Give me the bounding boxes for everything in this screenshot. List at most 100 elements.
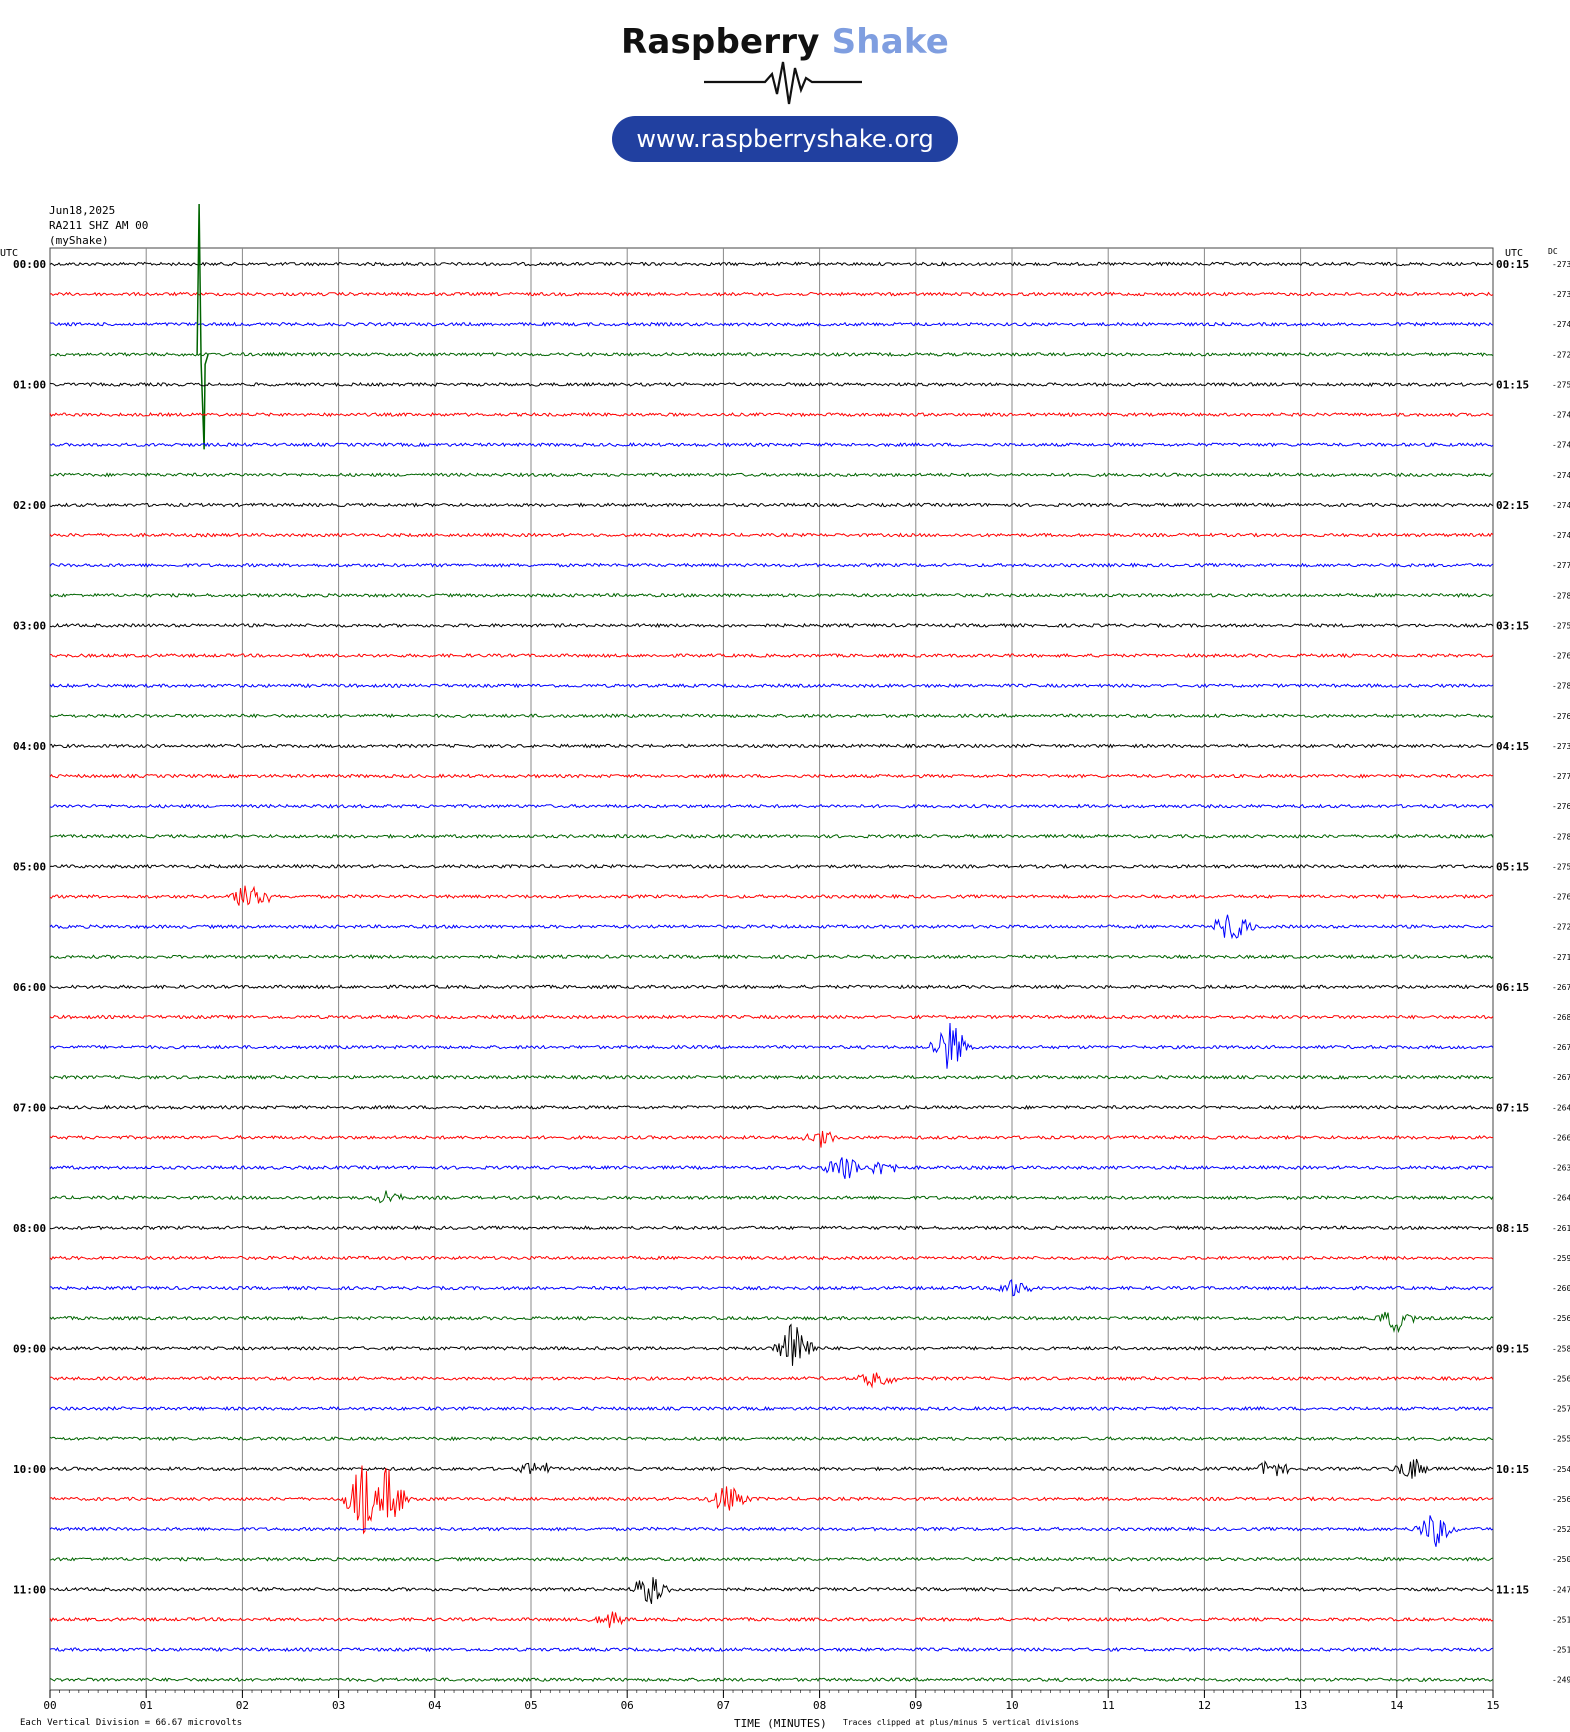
x-tick-label: 04 — [428, 1699, 442, 1712]
trace-line — [49, 1255, 1494, 1261]
trace-line — [49, 652, 1494, 659]
dc-offset-label: -274 — [1552, 441, 1570, 450]
dc-offset-label: -278 — [1552, 682, 1570, 691]
hour-label-right: 11:15 — [1496, 1583, 1529, 1596]
dc-offset-label: -247 — [1552, 1585, 1570, 1594]
trace-line — [49, 442, 1494, 448]
dc-offset-label: -267 — [1552, 1073, 1570, 1082]
x-tick-label: 11 — [1102, 1699, 1115, 1712]
trace-line — [49, 532, 1494, 538]
dc-offset-label: -254 — [1552, 1465, 1570, 1474]
dc-offset-label: -275 — [1552, 862, 1570, 871]
x-tick-label: 06 — [621, 1699, 634, 1712]
brand-title: Raspberry Shake — [0, 22, 1570, 62]
seismograph-icon — [704, 61, 862, 105]
website-link[interactable]: www.raspberryshake.org — [612, 116, 958, 162]
trace-line — [49, 743, 1494, 749]
trace-line — [49, 1190, 1494, 1204]
trace-line — [49, 1646, 1494, 1653]
trace-line — [49, 885, 1494, 906]
dc-offset-label: -274 — [1552, 320, 1570, 329]
dc-offset-label: -250 — [1552, 1555, 1570, 1564]
scale-note: Each Vertical Division = 66.67 microvolt… — [20, 1718, 243, 1728]
trace-line — [49, 562, 1494, 568]
hour-label-right: 03:15 — [1496, 619, 1529, 632]
hour-label-left: 06:00 — [13, 981, 46, 994]
trace-line — [49, 914, 1494, 940]
trace-line — [49, 1611, 1494, 1628]
trace-line — [49, 1677, 1494, 1683]
hour-label-right: 05:15 — [1496, 860, 1529, 873]
trace-line — [49, 1465, 1494, 1535]
dc-offset-label: -276 — [1552, 712, 1570, 721]
dc-offset-label: -274 — [1552, 501, 1570, 510]
trace-line — [49, 622, 1494, 629]
x-axis-label: TIME (MINUTES) — [734, 1717, 827, 1730]
hour-label-left: 02:00 — [13, 499, 46, 512]
x-tick-label: 03 — [332, 1699, 345, 1712]
trace-line — [49, 1225, 1494, 1231]
dc-offset-label: -276 — [1552, 652, 1570, 661]
trace-line — [49, 713, 1494, 719]
dc-offset-label: -272 — [1552, 923, 1570, 932]
dc-offset-label: -260 — [1552, 1284, 1570, 1293]
left-utc-label: UTC — [0, 248, 19, 259]
hour-label-right: 09:15 — [1496, 1342, 1529, 1355]
x-tick-label: 05 — [524, 1699, 537, 1712]
hour-label-right: 06:15 — [1496, 981, 1529, 994]
brand-name-2: Shake — [831, 22, 950, 62]
dc-offset-label: -258 — [1552, 1344, 1570, 1353]
hour-label-left: 05:00 — [13, 860, 46, 873]
dc-offset-label: -278 — [1552, 832, 1570, 841]
network-label: (myShake) — [49, 234, 109, 247]
x-tick-label: 07 — [717, 1699, 730, 1712]
trace-line — [49, 411, 1494, 418]
hour-label-left: 04:00 — [13, 740, 46, 753]
trace-line — [49, 1577, 1494, 1605]
trace-line — [49, 351, 1494, 357]
dc-offset-label: -256 — [1552, 1495, 1570, 1504]
trace-line — [49, 592, 1494, 598]
trace-line — [49, 1074, 1494, 1080]
trace-line — [49, 1405, 1494, 1412]
hour-label-left: 00:00 — [13, 258, 46, 271]
trace-line — [49, 1311, 1494, 1334]
trace-line — [49, 472, 1494, 478]
x-tick-label: 14 — [1390, 1699, 1404, 1712]
x-tick-label: 09 — [909, 1699, 922, 1712]
trace-line — [49, 1104, 1494, 1110]
dc-offset-label: -275 — [1552, 380, 1570, 389]
hour-label-left: 11:00 — [13, 1583, 46, 1596]
hour-label-left: 09:00 — [13, 1342, 46, 1355]
dc-offset-label: -275 — [1552, 621, 1570, 630]
dc-offset-label: -273 — [1552, 290, 1570, 299]
trace-line — [49, 1157, 1494, 1179]
x-tick-label: 15 — [1486, 1699, 1499, 1712]
trace-line — [49, 1130, 1494, 1148]
dc-offset-label: -277 — [1552, 561, 1570, 570]
dc-offset-label: -272 — [1552, 350, 1570, 359]
dc-offset-label: -266 — [1552, 1133, 1570, 1142]
hour-label-left: 01:00 — [13, 378, 46, 391]
clip-note: Traces clipped at plus/minus 5 vertical … — [843, 1718, 1080, 1727]
trace-line — [49, 502, 1494, 508]
trace-line — [49, 291, 1494, 297]
dc-offset-label: -271 — [1552, 953, 1570, 962]
dc-offset-label: -274 — [1552, 411, 1570, 420]
hour-label-left: 10:00 — [13, 1463, 46, 1476]
trace-line — [49, 1436, 1493, 1442]
dc-offset-label: -255 — [1552, 1435, 1570, 1444]
x-tick-label: 13 — [1294, 1699, 1307, 1712]
dc-offset-label: -264 — [1552, 1103, 1570, 1112]
dc-offset-label: -268 — [1552, 1013, 1570, 1022]
dc-offset-label: -276 — [1552, 802, 1570, 811]
trace-line — [49, 803, 1494, 809]
brand-name-1: Raspberry — [620, 22, 820, 62]
trace-line — [49, 1556, 1494, 1562]
dc-offset-label: -264 — [1552, 1194, 1570, 1203]
trace-line — [49, 954, 1494, 960]
trace-line — [49, 1278, 1494, 1297]
hour-label-left: 08:00 — [13, 1222, 46, 1235]
dc-label: DC — [1548, 247, 1558, 256]
dc-offset-label: -274 — [1552, 471, 1570, 480]
